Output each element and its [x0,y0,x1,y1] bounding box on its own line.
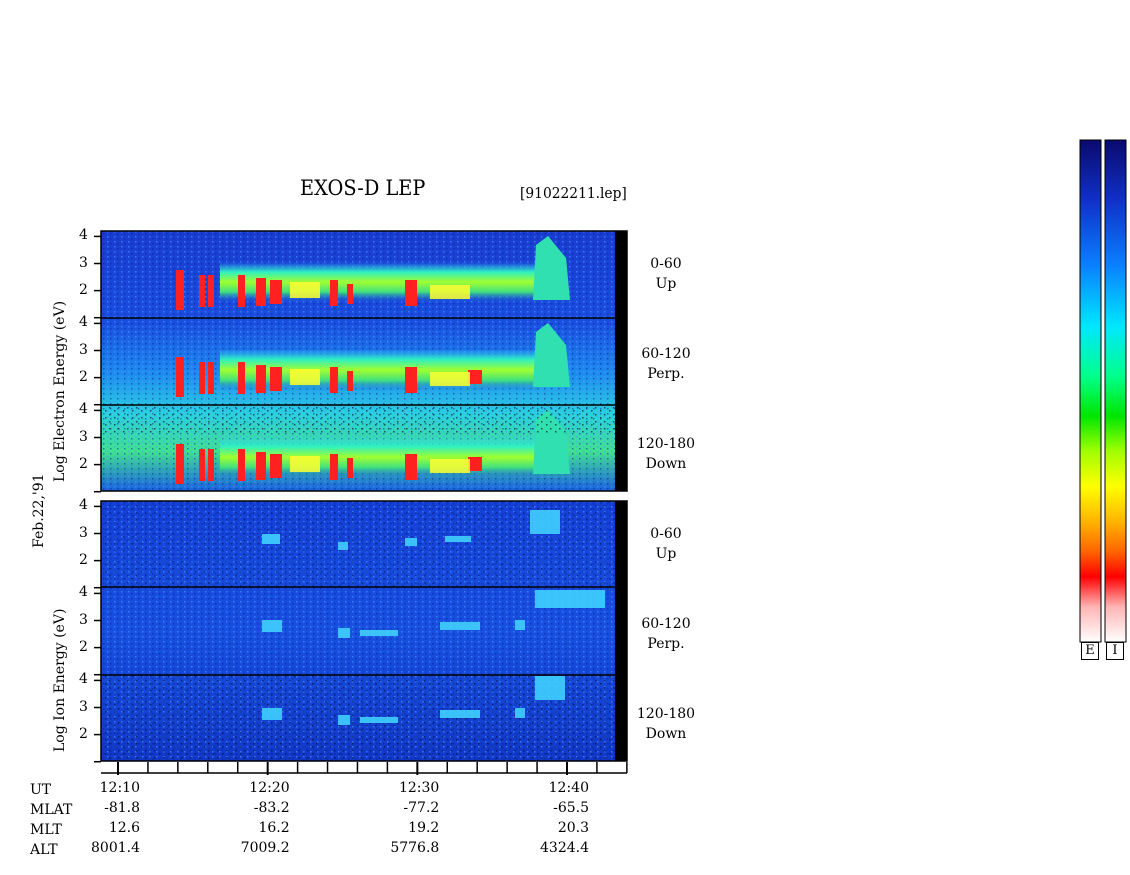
ephemeris-mlt-value: 12.6 [108,820,140,836]
panel-label-e-perp: 60-120 Perp. [632,344,700,384]
panel-direction: Up [655,546,677,562]
ephemeris-ut-value: 12:40 [548,780,589,796]
ut-axis-ticks [117,762,628,775]
y-tick-label: 4 [79,401,88,418]
electron-band-up [220,262,540,302]
y-tick-label: 2 [79,281,88,298]
y-tick-label: 2 [79,368,88,385]
y-tick-label: 4 [79,314,88,331]
ephemeris-mlat-value: -81.8 [104,800,140,816]
electron-noise [101,404,615,434]
panel-label-i-down: 120-180 Down [632,704,700,744]
y-tick-label: 3 [79,524,88,541]
panel-range: 0-60 [650,526,682,542]
ion-dark-edge [615,501,627,761]
panel-direction: Perp. [647,636,685,652]
electron-band-perp [220,349,540,391]
ut-axis [101,762,628,775]
panel-label-i-up: 0-60 Up [632,524,700,564]
ephemeris-mlt-value: 19.2 [408,820,440,836]
row-label-mlt: MLT [30,822,62,838]
panel-range: 120-180 [636,706,696,722]
ephemeris-row-labels: UT MLAT MLT ALT [30,780,72,860]
row-label-alt: ALT [30,842,58,858]
y-tick-label: 2 [79,725,88,742]
colorbars [1079,139,1127,643]
y-tick-label: 4 [79,497,88,514]
ephemeris-mlt-value: 16.2 [258,820,290,836]
electron-warm-spots [290,282,470,473]
file-label: [91022211.lep] [520,184,627,202]
panel-range: 0-60 [650,256,682,272]
ion-noise-up [101,501,615,587]
y-tick-label: 2 [79,551,88,568]
y-tick-label: 4 [79,227,88,244]
ion-streaks [262,510,605,725]
y-tick-label: 4 [79,671,88,688]
panel-direction: Perp. [647,366,685,382]
colorbar-label-ion: I [1106,642,1124,660]
ephemeris-mlt-value: 20.3 [557,820,589,836]
chart-title: EXOS-D LEP [300,176,426,200]
y-tick-label: 3 [79,698,88,715]
ephemeris-alt-value: 5776.8 [390,840,440,856]
ephemeris-ut-value: 12:10 [99,780,140,796]
ephemeris-mlat-value: -83.2 [253,800,290,816]
ion-noise-down [101,676,615,761]
panel-range: 120-180 [636,436,696,452]
y-tick-label: 2 [79,455,88,472]
ephemeris-ut-value: 12:20 [249,780,290,796]
panel-range: 60-120 [641,616,691,632]
electron-panels [100,230,628,492]
panel-range: 60-120 [641,346,691,362]
y-tick-label: 3 [79,611,88,628]
ephemeris-alt-value: 4324.4 [540,840,589,856]
ephemeris-alt-value: 7009.2 [240,840,290,856]
panel-label-e-down: 120-180 Down [632,434,700,474]
row-label-ut: UT [30,782,52,798]
date-label: Feb.22,'91 [31,473,47,548]
panel-label-i-perp: 60-120 Perp. [632,614,700,654]
y-tick-label: 3 [79,428,88,445]
ephemeris-alt-value: 8001.4 [91,840,140,856]
ephemeris-mlat-value: -65.5 [553,800,589,816]
y-tick-label: 3 [79,254,88,271]
electron-hot-spots [176,270,482,484]
ion-panels [100,500,628,762]
ephemeris-mlat-value: -77.2 [403,800,440,816]
y-tick-label: 3 [79,341,88,358]
colorbar-label-electron: E [1081,642,1099,660]
y-axis-ticks [94,235,101,763]
colorbar-electron [1079,139,1102,643]
y-tick-label: 2 [79,638,88,655]
electron-burst [533,236,570,474]
panel-label-e-up: 0-60 Up [632,254,700,294]
electron-dark-edge [615,231,627,491]
electron-band-down [220,436,540,478]
colorbar-ion [1104,139,1127,643]
row-label-mlat: MLAT [30,802,73,818]
electron-axis-label: Log Electron Energy (eV) [52,300,68,482]
ion-axis-label: Log Ion Energy (eV) [52,608,68,752]
panel-direction: Up [655,276,677,292]
panel-direction: Down [645,726,687,742]
ephemeris-ut-value: 12:30 [398,780,440,796]
panel-direction: Down [645,456,687,472]
y-tick-label: 4 [79,584,88,601]
